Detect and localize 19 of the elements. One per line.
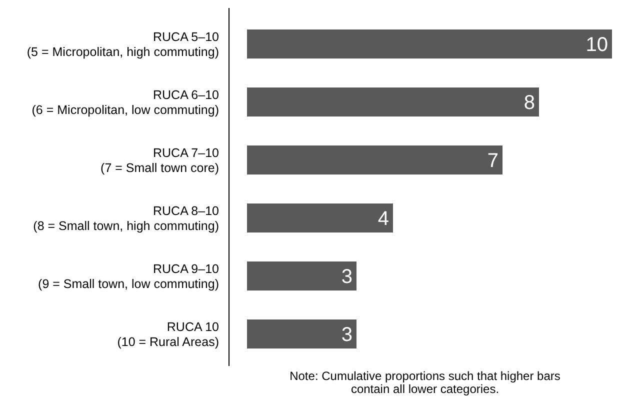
y-tick-label: RUCA 9–10 (9 = Small town, low commuting) (38, 262, 220, 291)
data-label: 10 (586, 34, 608, 56)
data-label: 3 (341, 266, 352, 288)
bar (247, 320, 356, 348)
bar (247, 204, 393, 232)
y-tick-label: RUCA 7–10 (7 = Small town core) (100, 146, 220, 175)
bar (247, 262, 356, 290)
data-label: 4 (378, 208, 389, 230)
data-label: 7 (487, 150, 498, 172)
y-tick-label: RUCA 10 (10 = Rural Areas) (117, 320, 220, 349)
text: Note: Cumulative proportions such that higher bars contain all lower categories. (290, 369, 560, 396)
y-tick-label: RUCA 8–10 (8 = Small town, high commuting) (33, 204, 220, 233)
y-tick-label: RUCA 5–10 (5 = Micropolitan, high commuting) (26, 30, 220, 59)
bar (247, 146, 502, 174)
bar (247, 88, 539, 116)
data-label: 3 (341, 324, 352, 346)
data-label: 8 (524, 92, 535, 114)
y-tick-label: RUCA 6–10 (6 = Micropolitan, low commuting) (32, 88, 220, 117)
bar (247, 30, 612, 58)
